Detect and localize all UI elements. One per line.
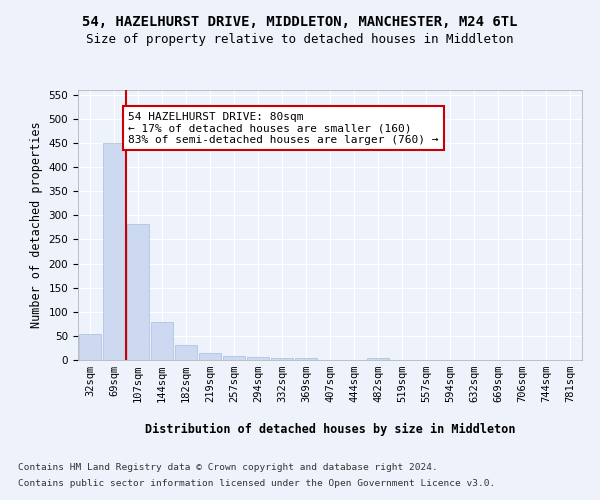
Bar — [271, 358, 293, 360]
Text: 54 HAZELHURST DRIVE: 80sqm
← 17% of detached houses are smaller (160)
83% of sem: 54 HAZELHURST DRIVE: 80sqm ← 17% of deta… — [128, 112, 439, 145]
Bar — [79, 334, 101, 360]
Bar — [223, 356, 245, 360]
Bar — [103, 142, 125, 360]
Bar — [151, 322, 173, 360]
Text: Distribution of detached houses by size in Middleton: Distribution of detached houses by size … — [145, 422, 515, 436]
Bar — [175, 344, 197, 360]
Text: 54, HAZELHURST DRIVE, MIDDLETON, MANCHESTER, M24 6TL: 54, HAZELHURST DRIVE, MIDDLETON, MANCHES… — [82, 15, 518, 29]
Text: Size of property relative to detached houses in Middleton: Size of property relative to detached ho… — [86, 32, 514, 46]
Text: Contains HM Land Registry data © Crown copyright and database right 2024.: Contains HM Land Registry data © Crown c… — [18, 462, 438, 471]
Bar — [247, 356, 269, 360]
Y-axis label: Number of detached properties: Number of detached properties — [30, 122, 43, 328]
Bar — [295, 358, 317, 360]
Bar — [199, 353, 221, 360]
Bar — [127, 224, 149, 360]
Text: Contains public sector information licensed under the Open Government Licence v3: Contains public sector information licen… — [18, 479, 495, 488]
Bar — [367, 358, 389, 360]
